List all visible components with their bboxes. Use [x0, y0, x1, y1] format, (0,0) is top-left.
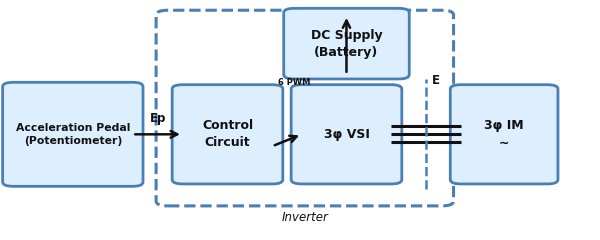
Text: Acceleration Pedal
(Potentiometer): Acceleration Pedal (Potentiometer) [16, 123, 130, 146]
FancyBboxPatch shape [284, 8, 409, 79]
FancyBboxPatch shape [450, 85, 558, 184]
Text: Inverter: Inverter [281, 211, 328, 224]
FancyBboxPatch shape [2, 82, 143, 186]
Text: Control
Circuit: Control Circuit [202, 119, 253, 149]
FancyBboxPatch shape [172, 85, 283, 184]
Text: 3φ VSI: 3φ VSI [323, 128, 370, 141]
Text: Ep: Ep [149, 112, 166, 125]
Text: 6 PWM: 6 PWM [278, 78, 310, 87]
Text: DC Supply
(Battery): DC Supply (Battery) [311, 29, 382, 59]
FancyBboxPatch shape [291, 85, 402, 184]
Text: 3φ IM
∼: 3φ IM ∼ [484, 119, 524, 149]
Text: E: E [432, 74, 440, 87]
